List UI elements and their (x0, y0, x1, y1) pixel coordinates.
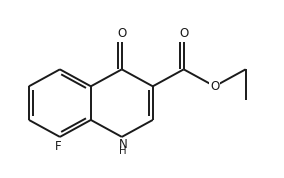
Text: O: O (179, 27, 188, 40)
Text: O: O (117, 27, 126, 40)
Text: O: O (210, 80, 219, 93)
Text: N: N (119, 138, 128, 151)
Text: F: F (55, 140, 62, 153)
Text: H: H (119, 146, 127, 156)
